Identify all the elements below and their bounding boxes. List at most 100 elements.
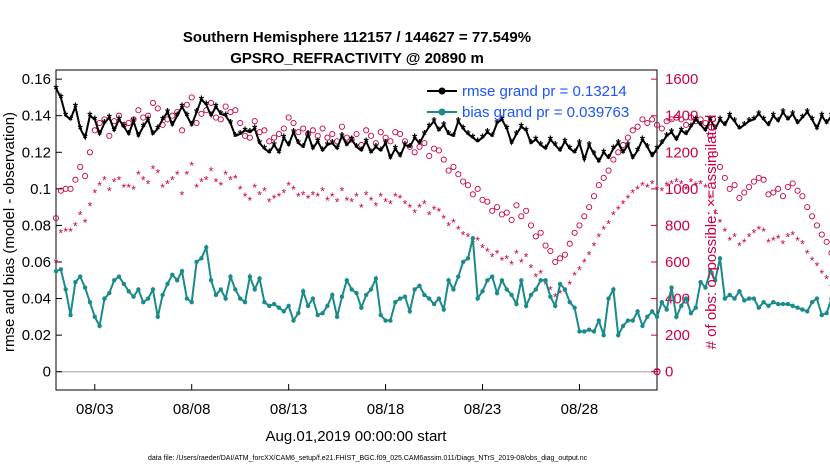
assimilated-point: * — [616, 203, 621, 217]
possible-point — [295, 129, 302, 136]
rmse-point: * — [519, 120, 525, 135]
possible-point — [804, 204, 811, 211]
possible-point — [188, 94, 195, 101]
possible-point — [760, 176, 767, 183]
possible-point — [440, 156, 447, 163]
assimilated-point: * — [538, 267, 543, 281]
rmse-point: * — [218, 107, 224, 122]
possible-point — [474, 185, 481, 192]
assimilated-point: * — [136, 168, 141, 182]
assimilated-point: * — [766, 236, 771, 250]
rmse-point: * — [276, 145, 282, 160]
possible-point — [135, 107, 142, 114]
assimilated-point: * — [388, 197, 393, 211]
assimilated-point: * — [369, 194, 374, 208]
possible-point — [348, 136, 355, 143]
bias-point — [669, 285, 674, 290]
possible-point — [624, 134, 631, 141]
assimilated-point: * — [54, 256, 59, 270]
possible-point — [338, 123, 346, 130]
y-tick-label: 0.12 — [22, 144, 51, 161]
possible-point — [658, 125, 665, 132]
rmse-point: * — [606, 151, 612, 166]
assimilated-point: * — [185, 168, 190, 182]
rmse-point: * — [674, 132, 680, 147]
assimilated-point: * — [689, 176, 694, 190]
possible-point — [178, 127, 186, 134]
possible-point — [789, 180, 796, 187]
possible-point — [314, 132, 321, 139]
assimilated-point: * — [441, 212, 446, 226]
rmse-point: * — [553, 138, 559, 153]
assimilated-point: * — [737, 240, 742, 254]
bias-point — [208, 278, 214, 283]
bias-point — [436, 296, 442, 301]
rmse-point: * — [475, 134, 481, 149]
possible-point — [726, 185, 733, 192]
possible-point — [86, 149, 93, 156]
bias-point — [553, 303, 558, 309]
possible-point — [721, 174, 728, 181]
possible-point — [537, 229, 544, 236]
assimilated-point: * — [475, 234, 480, 248]
rmse-point: * — [223, 109, 229, 124]
y-axis-right-label: # of obs: o=possible; ×=assimilated — [703, 115, 720, 350]
assimilated-point: * — [126, 181, 131, 195]
bias-point — [68, 312, 73, 318]
rmse-point: * — [92, 112, 98, 127]
rmse-point: * — [567, 142, 573, 157]
assimilated-point: * — [78, 208, 83, 222]
rmse-point: * — [645, 140, 651, 155]
possible-point — [271, 134, 278, 141]
bias-point — [742, 298, 747, 303]
rmse-point: * — [795, 116, 801, 131]
possible-point — [397, 130, 404, 138]
rmse-point: * — [814, 122, 820, 137]
bias-point — [790, 303, 795, 309]
possible-point — [435, 147, 442, 154]
assimilated-point: * — [524, 251, 529, 265]
possible-point — [828, 250, 830, 256]
assimilated-point: * — [427, 208, 432, 222]
bias-point — [179, 268, 185, 274]
assimilated-point: * — [640, 179, 645, 193]
chart-title-line2: GPSRO_REFRACTIVITY @ 20890 m — [230, 50, 484, 67]
rmse-point: * — [538, 138, 544, 153]
assimilated-point: * — [204, 174, 209, 188]
bias-point — [417, 283, 422, 288]
assimilated-point: * — [349, 196, 354, 210]
assimilated-point: * — [567, 278, 572, 292]
assimilated-point: * — [572, 269, 577, 283]
rmse-point: * — [621, 145, 627, 160]
bias-point — [63, 287, 68, 292]
assimilated-point: * — [824, 272, 829, 286]
bias-point — [320, 311, 325, 316]
assimilated-point: * — [805, 247, 810, 261]
bias-point — [557, 281, 563, 287]
possible-point — [382, 134, 389, 141]
rmse-point: * — [669, 125, 675, 140]
rmse-point: * — [635, 143, 641, 158]
bias-point — [276, 305, 282, 310]
bias-point — [145, 296, 151, 301]
assimilated-point: * — [795, 234, 800, 248]
possible-point — [464, 182, 472, 189]
bias-point — [116, 274, 122, 279]
assimilated-point: * — [325, 194, 330, 208]
y-axis-label: rmse and bias (model - observation) — [1, 112, 18, 352]
assimilated-point: * — [146, 177, 151, 191]
rmse-point: * — [543, 142, 549, 157]
bias-point — [194, 259, 199, 265]
assimilated-point: * — [131, 183, 136, 197]
y-right-tick-label: 200 — [665, 327, 690, 344]
rmse-point: * — [427, 120, 433, 135]
possible-point — [649, 116, 656, 123]
rmse-point: * — [344, 138, 350, 153]
bias-point — [131, 294, 136, 299]
rmse-point: * — [141, 120, 147, 135]
assimilated-point: * — [621, 197, 626, 211]
bias-line — [55, 237, 830, 339]
bias-point — [242, 300, 248, 305]
rmse-point: * — [126, 127, 132, 142]
possible-point — [770, 189, 777, 196]
